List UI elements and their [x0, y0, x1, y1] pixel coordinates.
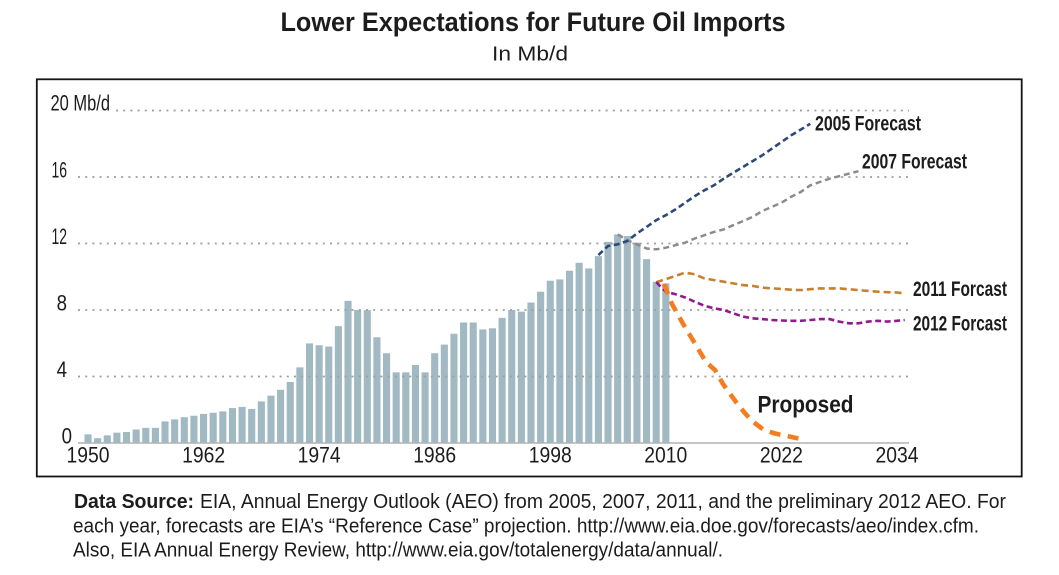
- svg-text:In Mb/d: In Mb/d: [492, 44, 568, 66]
- svg-text:2022: 2022: [760, 442, 803, 467]
- svg-text:2010: 2010: [644, 442, 687, 467]
- svg-text:4: 4: [57, 357, 67, 382]
- svg-text:Lower Expectations for Future: Lower Expectations for Future Oil Import…: [281, 7, 786, 37]
- svg-text:1998: 1998: [529, 442, 572, 467]
- svg-text:Also, EIA Annual Energy Review: Also, EIA Annual Energy Review, http://w…: [73, 540, 723, 562]
- svg-text:EIA, Annual Energy Outlook (AE: EIA, Annual Energy Outlook (AEO) from 20…: [200, 491, 1006, 513]
- svg-text:2011 Forcast: 2011 Forcast: [913, 277, 1007, 301]
- svg-text:1950: 1950: [67, 442, 110, 467]
- svg-text:Proposed: Proposed: [758, 392, 854, 419]
- svg-text:2034: 2034: [876, 442, 919, 467]
- svg-text:2007 Forecast: 2007 Forecast: [862, 149, 967, 173]
- svg-text:1974: 1974: [298, 442, 341, 467]
- svg-text:2012 Forcast: 2012 Forcast: [913, 311, 1007, 335]
- svg-text:12: 12: [52, 224, 68, 249]
- svg-text:1986: 1986: [413, 442, 456, 467]
- svg-text:20 Mb/d: 20 Mb/d: [51, 91, 111, 116]
- svg-text:8: 8: [57, 291, 67, 316]
- svg-text:16: 16: [52, 158, 68, 183]
- svg-text:Data Source:: Data Source:: [74, 491, 194, 513]
- svg-text:each year, forecasts are EIA’s: each year, forecasts are EIA’s “Referenc…: [73, 516, 979, 538]
- svg-text:1962: 1962: [182, 442, 225, 467]
- svg-text:0: 0: [62, 424, 72, 449]
- svg-text:2005 Forecast: 2005 Forecast: [815, 111, 921, 135]
